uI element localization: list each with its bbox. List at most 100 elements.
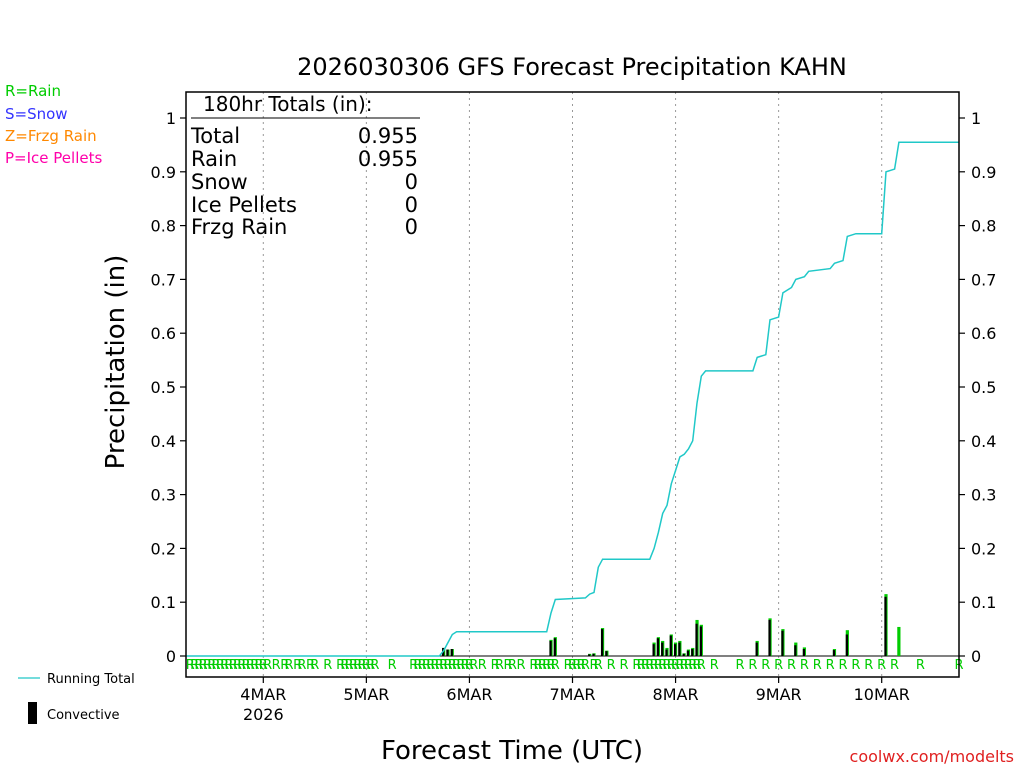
ptype-marker-rain: R	[358, 658, 367, 673]
x-tick-label: 10MAR	[854, 685, 910, 704]
ptype-marker-rain: R	[564, 658, 573, 673]
y-tick-label-right: 0.5	[971, 378, 996, 397]
ptype-marker-rain: R	[675, 658, 684, 673]
y-tick-label-right: 0.9	[971, 163, 996, 182]
ptype-marker-rain: R	[362, 658, 371, 673]
ptype-marker-rain: R	[186, 658, 195, 673]
ptype-marker-rain: R	[551, 658, 560, 673]
ptype-marker-rain: R	[581, 658, 590, 673]
ptype-marker-rain: R	[280, 658, 289, 673]
convective-bar	[845, 634, 848, 656]
y-tick-label-left: 0	[166, 647, 176, 666]
ptype-marker-rain: R	[529, 658, 538, 673]
ptype-marker-rain: R	[916, 658, 925, 673]
ptype-marker-rain: R	[456, 658, 465, 673]
convective-bar	[605, 651, 608, 656]
y-tick-label-left: 0.3	[151, 486, 176, 505]
totals-value-frzg-rain: 0	[405, 215, 418, 239]
y-tick-label-right: 0.1	[971, 593, 996, 612]
y-tick-label-right: 0.6	[971, 324, 996, 343]
ptype-marker-rain: R	[233, 658, 242, 673]
totals-value-rain: 0.955	[358, 147, 418, 171]
ptype-marker-rain: R	[577, 658, 586, 673]
x-tick-label: 9MAR	[756, 685, 802, 704]
totals-label-snow: Snow	[191, 170, 248, 194]
ptype-marker-rain: R	[237, 658, 246, 673]
ptype-marker-rain: R	[650, 658, 659, 673]
ptype-marker-rain: R	[671, 658, 680, 673]
y-tick-label-left: 0.4	[151, 432, 176, 451]
y-tick-label-left: 0.8	[151, 217, 176, 236]
totals-label-ice-pellets: Ice Pellets	[191, 193, 297, 217]
convective-legend-label: Convective	[47, 708, 120, 723]
convective-bar	[673, 644, 677, 656]
y-axis-label: Precipitation (in)	[101, 255, 131, 470]
ptype-marker-rain: R	[306, 658, 315, 673]
y-axis-ticks: 0 00.1 0.10.2 0.20.3 0.30.4 0.40.5 0.50.6 0.60.…	[151, 109, 997, 666]
totals-value-total: 0.955	[358, 124, 418, 148]
legend-rain: R=Rain	[5, 82, 61, 100]
ptype-marker-rain: R	[310, 658, 319, 673]
ptype-marker-rain: R	[353, 658, 362, 673]
convective-bar	[669, 635, 672, 656]
ptype-marker-rain: R	[418, 658, 427, 673]
ptype-marker-rain: R	[774, 658, 783, 673]
convective-bar	[832, 650, 836, 656]
ptype-marker-rain: R	[263, 658, 272, 673]
convective-bar	[678, 642, 681, 656]
ptype-marker-rain: R	[478, 658, 487, 673]
y-tick-label-right: 0.3	[971, 486, 996, 505]
ptype-marker-rain: R	[504, 658, 513, 673]
convective-bar	[768, 619, 771, 656]
ptype-marker-rain: R	[491, 658, 500, 673]
y-tick-label-left: 0.2	[151, 539, 176, 558]
ptype-marker-rain: R	[285, 658, 294, 673]
ptype-marker-rain: R	[216, 658, 225, 673]
y-tick-label-right: 0.7	[971, 270, 996, 289]
ptype-marker-rain: R	[345, 658, 354, 673]
ptype-marker-rain: R	[641, 658, 650, 673]
x-tick-label: 5MAR	[343, 685, 389, 704]
ptype-marker-rain: R	[748, 658, 757, 673]
ptype-marker-rain: R	[684, 658, 693, 673]
ptype-marker-rain: R	[452, 658, 461, 673]
ptype-marker-rain: R	[250, 658, 259, 673]
ptype-marker-rain: R	[254, 658, 263, 673]
running-total-legend-label: Running Total	[47, 672, 135, 687]
convective-bar	[686, 650, 690, 656]
ptype-marker-rain: R	[340, 658, 349, 673]
y-tick-label-left: 0.5	[151, 378, 176, 397]
convective-bar	[884, 596, 887, 656]
ptype-marker-rain: R	[826, 658, 835, 673]
ptype-marker-rain: R	[203, 658, 212, 673]
ptype-marker-rain: R	[246, 658, 255, 673]
plot-frame	[185, 91, 960, 678]
ptype-marker-rain: R	[297, 658, 306, 673]
running-total-line	[186, 141, 959, 657]
ptype-marker-rain: R	[534, 658, 543, 673]
y-tick-label-right: 0	[971, 647, 981, 666]
convective-bar	[450, 649, 453, 656]
ptype-marker-rain: R	[199, 658, 208, 673]
convective-bar	[661, 642, 664, 656]
x-tick-label: 4MAR	[240, 685, 286, 704]
rain-bar	[897, 626, 901, 656]
ptype-marker-rain: R	[697, 658, 706, 673]
ptype-marker-rain: R	[607, 658, 616, 673]
convective-bar	[592, 653, 595, 656]
ptype-marker-rain: R	[568, 658, 577, 673]
precip-bars	[442, 594, 901, 656]
ptype-marker-rain: R	[439, 658, 448, 673]
ptype-marker-rain: R	[366, 658, 375, 673]
ptype-marker-rain: R	[370, 658, 379, 673]
y-tick-label-right: 1	[971, 109, 981, 128]
x-tick-label: 8MAR	[653, 685, 699, 704]
ptype-marker-rain: R	[787, 658, 796, 673]
ptype-marker-rain: R	[431, 658, 440, 673]
ptype-marker-rain: R	[572, 658, 581, 673]
grid-lines	[186, 92, 959, 677]
ptype-marker-rain: R	[409, 658, 418, 673]
convective-bar	[755, 642, 758, 656]
